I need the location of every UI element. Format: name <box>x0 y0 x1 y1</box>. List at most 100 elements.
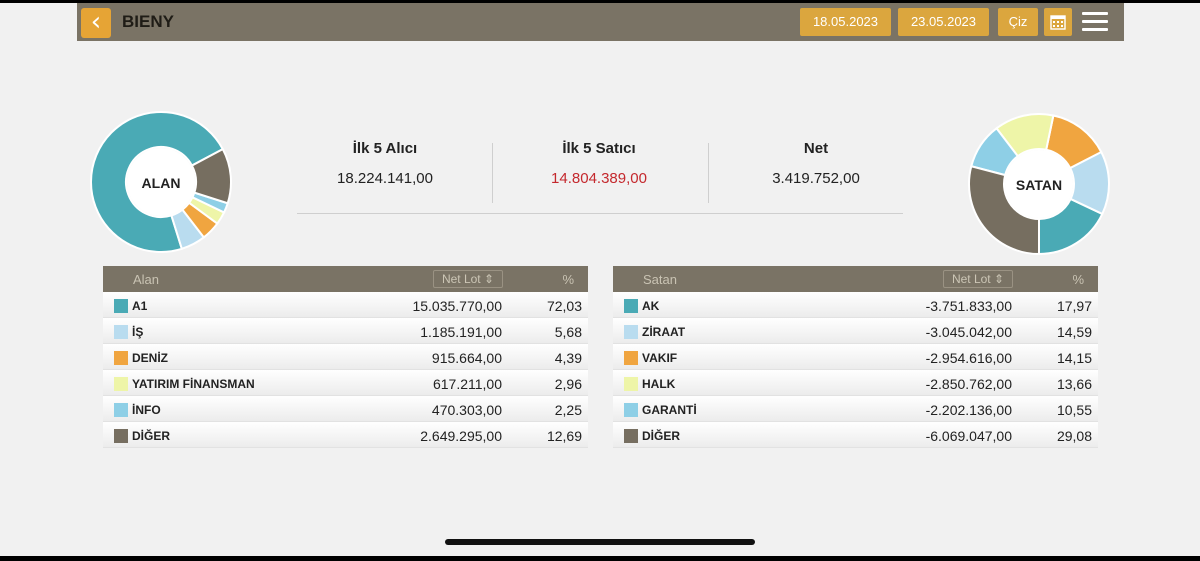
table-row[interactable]: ZİRAAT -3.045.042,00 14,59 <box>613 318 1098 344</box>
net-lot-value: -2.850.762,00 <box>925 376 1012 392</box>
top5-buyers-value: 18.224.141,00 <box>337 170 433 187</box>
table-body: A1 15.035.770,00 72,03 İŞ 1.185.191,00 5,68 DE… <box>103 292 588 448</box>
table-header: Satan Net Lot ⇕ % <box>613 266 1098 292</box>
net-lot-value: 2.649.295,00 <box>420 428 502 444</box>
net-lot-value: 1.185.191,00 <box>420 324 502 340</box>
institution-name: İNFO <box>132 403 161 417</box>
buyers-donut-label: ALAN <box>141 175 181 191</box>
institution-name: YATIRIM FİNANSMAN <box>132 377 255 391</box>
sellers-table: Satan Net Lot ⇕ % AK -3.751.833,00 17,97 Zİ… <box>613 266 1098 448</box>
top-bar: ‹ BIENY 18.05.2023 23.05.2023 Çiz <box>77 3 1124 41</box>
table-body: AK -3.751.833,00 17,97 ZİRAAT -3.045.042,00 1… <box>613 292 1098 448</box>
net-summary: Net 3.419.752,00 <box>711 140 921 187</box>
percent-value: 12,69 <box>546 428 582 444</box>
institution-name: VAKIF <box>642 351 678 365</box>
chevron-left-icon: ‹ <box>90 7 102 37</box>
institution-name: HALK <box>642 377 676 391</box>
net-lot-value: 915.664,00 <box>431 350 502 366</box>
color-swatch <box>624 351 638 365</box>
donut-slice <box>90 111 225 253</box>
donut-slice <box>968 165 1040 256</box>
percent-value: 10,55 <box>1056 402 1092 418</box>
percent-value: 17,97 <box>1056 298 1092 314</box>
back-button[interactable]: ‹ <box>81 8 111 38</box>
table-header: Alan Net Lot ⇕ % <box>103 266 588 292</box>
net-value: 3.419.752,00 <box>772 170 860 187</box>
table-row[interactable]: DİĞER 2.649.295,00 12,69 <box>103 422 588 448</box>
color-swatch <box>114 299 128 313</box>
institution-name: DİĞER <box>132 429 171 443</box>
net-lot-sort-button[interactable]: Net Lot ⇕ <box>433 270 503 288</box>
net-lot-value: 617.211,00 <box>432 376 502 392</box>
color-swatch <box>114 429 128 443</box>
net-lot-value: 15.035.770,00 <box>412 298 502 314</box>
color-swatch <box>624 403 638 417</box>
hamburger-icon[interactable] <box>1082 12 1108 32</box>
table-row[interactable]: DENİZ 915.664,00 4,39 <box>103 344 588 370</box>
donut-hole <box>127 148 195 216</box>
percent-value: 13,66 <box>1056 376 1092 392</box>
top5-buyers-label: İlk 5 Alıcı <box>352 140 418 157</box>
top5-buyers-summary: İlk 5 Alıcı 18.224.141,00 <box>280 140 490 187</box>
sellers-donut-label: SATAN <box>1015 177 1063 193</box>
table-row[interactable]: VAKIF -2.954.616,00 14,15 <box>613 344 1098 370</box>
percent-value: 14,59 <box>1056 324 1092 340</box>
table-row[interactable]: YATIRIM FİNANSMAN 617.211,00 2,96 <box>103 370 588 396</box>
top5-sellers-summary: İlk 5 Satıcı 14.804.389,00 <box>494 140 704 187</box>
color-swatch <box>624 429 638 443</box>
color-swatch <box>114 377 128 391</box>
buyers-donut-chart: ALAN <box>90 111 232 258</box>
color-swatch <box>114 351 128 365</box>
percent-value: 2,96 <box>554 376 582 392</box>
end-date-button[interactable]: 23.05.2023 <box>898 8 989 36</box>
table-row[interactable]: İŞ 1.185.191,00 5,68 <box>103 318 588 344</box>
net-lot-value: 470.303,00 <box>431 402 502 418</box>
column-header-percent: % <box>1072 272 1084 287</box>
net-lot-value: -3.045.042,00 <box>925 324 1012 340</box>
draw-button[interactable]: Çiz <box>998 8 1038 36</box>
institution-name: İŞ <box>132 325 144 339</box>
table-row[interactable]: A1 15.035.770,00 72,03 <box>103 292 588 318</box>
net-lot-sort-button[interactable]: Net Lot ⇕ <box>943 270 1013 288</box>
home-indicator <box>445 539 755 545</box>
net-lot-value: -6.069.047,00 <box>925 428 1012 444</box>
donut-hole <box>1005 150 1073 218</box>
calendar-button[interactable] <box>1044 8 1072 36</box>
percent-value: 5,68 <box>554 324 582 340</box>
table-row[interactable]: İNFO 470.303,00 2,25 <box>103 396 588 422</box>
percent-value: 72,03 <box>546 298 582 314</box>
sellers-donut-chart: SATAN <box>968 113 1110 260</box>
summary-divider <box>297 213 903 214</box>
institution-name: AK <box>642 299 660 313</box>
donut-slice <box>190 147 232 205</box>
start-date-button[interactable]: 18.05.2023 <box>800 8 891 36</box>
table-row[interactable]: AK -3.751.833,00 17,97 <box>613 292 1098 318</box>
buyers-table: Alan Net Lot ⇕ % A1 15.035.770,00 72,03 İŞ 1… <box>103 266 588 448</box>
divider <box>492 143 493 203</box>
net-lot-value: -3.751.833,00 <box>925 298 1012 314</box>
color-swatch <box>624 325 638 339</box>
column-header-percent: % <box>562 272 574 287</box>
institution-name: DİĞER <box>642 429 681 443</box>
institution-name: DENİZ <box>132 351 168 365</box>
net-lot-value: -2.202.136,00 <box>925 402 1012 418</box>
institution-name: GARANTİ <box>642 403 697 417</box>
percent-value: 14,15 <box>1056 350 1092 366</box>
color-swatch <box>114 403 128 417</box>
institution-name: A1 <box>132 299 148 313</box>
top5-sellers-value: 14.804.389,00 <box>551 170 647 187</box>
percent-value: 29,08 <box>1056 428 1092 444</box>
page-title: BIENY <box>122 12 174 31</box>
divider <box>708 143 709 203</box>
net-lot-value: -2.954.616,00 <box>925 350 1012 366</box>
table-row[interactable]: DİĞER -6.069.047,00 29,08 <box>613 422 1098 448</box>
column-header-name: Satan <box>643 272 677 287</box>
table-row[interactable]: GARANTİ -2.202.136,00 10,55 <box>613 396 1098 422</box>
app-screen: ‹ BIENY 18.05.2023 23.05.2023 Çiz ALAN İ… <box>0 3 1200 556</box>
net-label: Net <box>803 140 829 157</box>
institution-name: ZİRAAT <box>642 325 686 339</box>
top5-sellers-label: İlk 5 Satıcı <box>562 140 636 157</box>
color-swatch <box>114 325 128 339</box>
percent-value: 2,25 <box>554 402 582 418</box>
table-row[interactable]: HALK -2.850.762,00 13,66 <box>613 370 1098 396</box>
